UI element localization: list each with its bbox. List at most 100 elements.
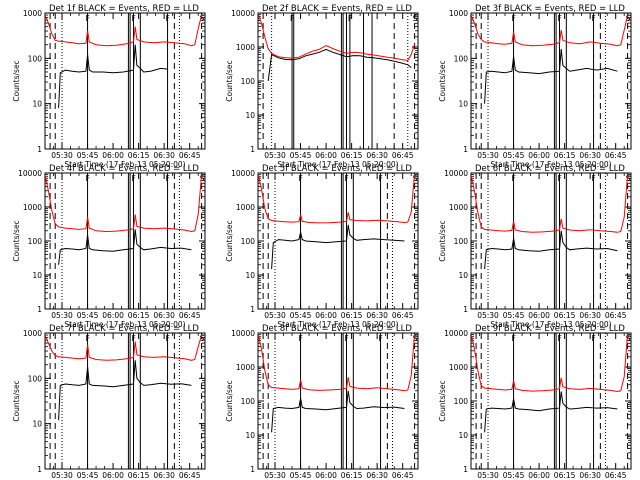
- y-tick-label: 100: [28, 374, 43, 383]
- x-tick-label: 06:00: [528, 311, 550, 320]
- panel-title: Det 1f BLACK = Events, RED = LLD: [49, 4, 199, 14]
- y-tick-label: 100: [241, 77, 256, 86]
- y-tick-label: 10: [458, 271, 468, 280]
- lld-rate-line: [471, 174, 629, 233]
- x-tick-label: 05:45: [290, 471, 312, 480]
- events-rate-line: [271, 390, 405, 433]
- x-tick-label: 05:30: [51, 471, 73, 480]
- x-tick-label: 06:45: [392, 471, 414, 480]
- x-tick-label: 06:45: [179, 471, 201, 480]
- x-tick-label: 06:15: [341, 151, 363, 160]
- x-tick-label: 05:30: [51, 151, 73, 160]
- time-marker-label: F: [290, 14, 294, 23]
- y-tick-label: 100: [454, 237, 469, 246]
- x-tick-label: 05:30: [477, 311, 499, 320]
- x-tick-label: 05:45: [503, 151, 525, 160]
- detector-panel: Det 8f BLACK = Events, RED = LLD 1 10 100 10…: [225, 324, 419, 480]
- x-tick-label: 06:15: [128, 151, 150, 160]
- events-rate-line: [267, 48, 412, 82]
- y-tick-label: 1: [250, 465, 255, 474]
- x-tick-label: 06:30: [579, 471, 601, 480]
- plot-area: [258, 333, 416, 433]
- y-tick-label: 1000: [236, 203, 255, 212]
- time-marker-label: F: [512, 14, 516, 23]
- events-rate-line: [484, 49, 618, 104]
- lld-rate-line: [45, 174, 203, 233]
- plot-area: [45, 174, 203, 265]
- y-tick-label: 1: [37, 145, 42, 154]
- x-tick-label: 06:00: [315, 311, 337, 320]
- x-tick-label: 05:30: [477, 471, 499, 480]
- time-marker-label: F: [345, 334, 349, 343]
- x-tick-label: 05:30: [264, 471, 286, 480]
- y-tick-label: 100: [28, 237, 43, 246]
- panel-title: Det 8f BLACK = Events, RED = LLD: [262, 324, 412, 334]
- detector-panel: Det 3f BLACK = Events, RED = LLD 1 10 100 10…: [438, 4, 632, 169]
- y-tick-label: 1000: [23, 203, 42, 212]
- lld-rate-line: [471, 14, 629, 47]
- y-tick-label: 1000: [236, 363, 255, 372]
- x-tick-label: 06:45: [392, 151, 414, 160]
- detector-panel: Det 4f BLACK = Events, RED = LLD 1 10 100 10…: [12, 164, 206, 329]
- y-tick-label: 10000: [444, 169, 468, 178]
- panel-title: Det 5f BLACK = Events, RED = LLD: [262, 164, 412, 174]
- lld-rate-line: [258, 173, 416, 224]
- x-axis-label: Start Time (17-Feb-13 05:20:00): [490, 320, 611, 329]
- time-marker-label: F: [348, 14, 352, 23]
- y-tick-label: 100: [28, 54, 43, 63]
- plot-area: [45, 334, 203, 421]
- x-tick-label: 06:00: [528, 471, 550, 480]
- y-tick-label: 1: [463, 465, 468, 474]
- x-tick-label: 06:45: [179, 311, 201, 320]
- time-marker-label: S: [626, 334, 631, 343]
- x-tick-label: 06:15: [554, 471, 576, 480]
- y-tick-label: 10: [245, 431, 255, 440]
- y-axis-label: Counts/sec: [225, 380, 234, 421]
- y-tick-label: 10000: [231, 329, 255, 338]
- x-tick-label: 06:45: [605, 151, 627, 160]
- detector-panel: Det 9f BLACK = Events, RED = LLD 1 10 100 10…: [438, 324, 632, 480]
- y-tick-label: 1: [250, 305, 255, 314]
- x-tick-label: 05:45: [77, 151, 99, 160]
- x-tick-label: 06:00: [102, 151, 124, 160]
- x-tick-label: 06:15: [341, 311, 363, 320]
- x-tick-label: 06:45: [392, 311, 414, 320]
- y-tick-label: 10000: [444, 329, 468, 338]
- detector-panel: Det 1f BLACK = Events, RED = LLD 1 10 100 10…: [12, 4, 206, 169]
- y-tick-label: 1000: [23, 9, 42, 18]
- plot-frame: [470, 332, 632, 470]
- y-tick-label: 10000: [18, 169, 42, 178]
- y-tick-label: 1: [250, 145, 255, 154]
- x-tick-label: 06:45: [605, 311, 627, 320]
- x-tick-label: 05:45: [503, 311, 525, 320]
- time-marker-label: F: [592, 174, 596, 183]
- x-tick-label: 06:30: [366, 151, 388, 160]
- plot-area: [471, 174, 629, 270]
- time-marker-label: F: [86, 334, 90, 343]
- x-axis-label: Start Time (17-Feb-13 05:20:00): [64, 160, 185, 169]
- y-axis-label: Counts/sec: [12, 380, 21, 421]
- plot-area: [45, 14, 203, 109]
- time-marker-label: F: [166, 174, 170, 183]
- events-rate-line: [484, 230, 618, 270]
- time-marker-label: F: [512, 334, 516, 343]
- y-tick-label: 100: [241, 237, 256, 246]
- panel-title: Det 2f BLACK = Events, RED = LLD: [262, 4, 412, 14]
- y-tick-label: 10000: [231, 169, 255, 178]
- x-tick-label: 06:30: [366, 311, 388, 320]
- time-marker-label: F: [166, 14, 170, 23]
- plot-frame: [470, 172, 632, 310]
- y-tick-label: 100: [454, 397, 469, 406]
- detector-panel: Det 5f BLACK = Events, RED = LLD 1 10 100 10…: [225, 164, 419, 329]
- x-tick-label: 06:30: [153, 471, 175, 480]
- y-tick-label: 100: [454, 54, 469, 63]
- y-tick-label: 10: [458, 100, 468, 109]
- x-tick-label: 06:15: [128, 311, 150, 320]
- time-marker-label: F: [299, 334, 303, 343]
- x-tick-label: 06:45: [179, 151, 201, 160]
- plot-frame: [44, 172, 206, 310]
- time-marker-label: F: [166, 334, 170, 343]
- y-axis-label: Counts/sec: [12, 60, 21, 101]
- x-tick-label: 06:15: [128, 471, 150, 480]
- time-marker-label: S: [200, 14, 205, 23]
